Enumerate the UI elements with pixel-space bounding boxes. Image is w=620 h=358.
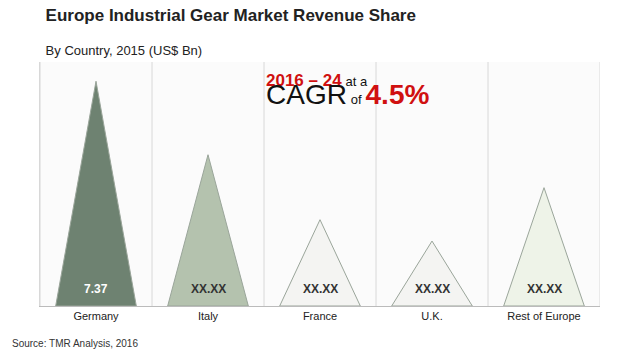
svg-text:Source: TMR Analysis, 2016: Source: TMR Analysis, 2016 <box>12 338 138 349</box>
svg-text:2016 – 24 at aCAGR of 4.5%: 2016 – 24 at aCAGR of 4.5% <box>266 71 429 110</box>
svg-text:7.37: 7.37 <box>84 282 108 296</box>
svg-text:U.K.: U.K. <box>421 310 442 322</box>
svg-text:XX.XX: XX.XX <box>415 282 450 296</box>
svg-text:Rest of Europe: Rest of Europe <box>507 310 580 322</box>
svg-text:XX.XX: XX.XX <box>191 282 226 296</box>
svg-text:Germany: Germany <box>73 310 119 322</box>
svg-text:Europe Industrial Gear Market: Europe Industrial Gear Market Revenue Sh… <box>46 6 416 25</box>
svg-text:Italy: Italy <box>198 310 219 322</box>
svg-text:XX.XX: XX.XX <box>303 282 338 296</box>
svg-text:XX.XX: XX.XX <box>527 282 562 296</box>
svg-text:By Country, 2015 (US$ Bn): By Country, 2015 (US$ Bn) <box>46 43 203 58</box>
svg-text:France: France <box>303 310 337 322</box>
